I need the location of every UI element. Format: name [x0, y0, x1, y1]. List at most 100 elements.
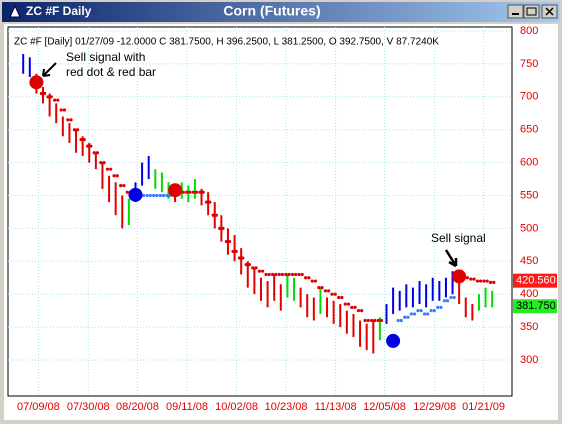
- stop-dot: [95, 151, 100, 155]
- stop-dot: [445, 299, 450, 303]
- stop-dot: [307, 276, 311, 280]
- info-line: ZC #F [Daily] 01/27/09 -12.0000 C 381.75…: [14, 37, 439, 48]
- stop-dot: [419, 309, 423, 313]
- stop-dot: [112, 174, 116, 178]
- y-tick-label: 800: [520, 25, 538, 37]
- signal-dot: [452, 269, 467, 284]
- title-bar: [2, 2, 560, 22]
- stop-dot: [472, 277, 476, 281]
- stop-dot: [327, 289, 331, 293]
- stop-dot: [373, 318, 377, 323]
- y-tick-label: 300: [520, 354, 538, 366]
- y-tick-label: 650: [520, 124, 538, 136]
- stop-dot: [409, 312, 413, 316]
- stop-dot: [452, 295, 456, 300]
- stop-dot: [72, 128, 77, 132]
- x-tick-label: 07/09/08: [17, 401, 60, 413]
- stop-dot: [346, 302, 351, 306]
- stop-dot: [363, 318, 367, 323]
- stop-dot: [290, 272, 295, 277]
- app-icon: [9, 4, 21, 18]
- stop-dot: [214, 213, 218, 217]
- minimize-button[interactable]: [507, 4, 524, 19]
- stop-dot: [257, 269, 261, 273]
- stop-dot: [317, 286, 321, 290]
- stop-dot: [247, 262, 251, 267]
- stop-dot: [297, 272, 301, 277]
- stop-dot: [370, 318, 374, 323]
- stop-dot: [406, 315, 410, 319]
- stop-dot: [152, 193, 156, 198]
- stop-dot: [436, 305, 440, 309]
- stop-dot: [86, 144, 90, 148]
- stop-dot: [161, 193, 166, 198]
- stop-dot: [46, 95, 50, 99]
- stop-dot: [439, 305, 443, 309]
- x-tick-label: 09/11/08: [166, 401, 208, 413]
- stop-dot: [59, 108, 63, 112]
- stop-dot: [56, 98, 60, 102]
- stop-dot: [66, 118, 70, 122]
- stop-dot: [277, 272, 281, 277]
- x-tick-label: 10/23/08: [265, 401, 308, 413]
- stop-dot: [482, 279, 486, 283]
- stop-dot: [204, 200, 209, 204]
- stop-dot: [310, 279, 314, 283]
- stop-dot: [287, 272, 291, 277]
- window-caption: Corn (Futures): [223, 3, 320, 19]
- stop-dot: [185, 190, 189, 194]
- stop-dot: [337, 295, 341, 300]
- stop-dot: [478, 279, 483, 283]
- stop-dot: [194, 190, 199, 194]
- signal-dot: [386, 333, 401, 348]
- stop-dot: [271, 272, 275, 277]
- stop-dot: [492, 280, 496, 284]
- y-tick-label: 750: [520, 58, 538, 70]
- y-tick-label: 500: [520, 222, 538, 234]
- stop-dot: [218, 226, 222, 230]
- stop-dot: [333, 292, 337, 296]
- stop-dot: [475, 279, 479, 283]
- stop-dot: [403, 315, 407, 319]
- stop-dot: [254, 266, 258, 270]
- window-buttons[interactable]: [507, 4, 558, 19]
- stop-dot: [89, 144, 93, 148]
- stop-dot: [340, 295, 344, 300]
- stop-dot: [39, 91, 44, 96]
- stop-dot: [294, 272, 298, 277]
- maximize-button[interactable]: [523, 4, 540, 19]
- stop-dot: [148, 193, 152, 198]
- x-tick-label: 01/21/09: [462, 401, 505, 413]
- stop-dot: [231, 249, 235, 254]
- stop-dot: [181, 190, 185, 194]
- stop-dot: [488, 280, 493, 284]
- y-tick-label: 550: [520, 189, 538, 201]
- stop-dot: [227, 239, 232, 244]
- stop-dot: [221, 226, 225, 230]
- stop-dot: [79, 137, 83, 142]
- annotation: Sell signal: [431, 231, 486, 245]
- stop-dot: [208, 200, 212, 204]
- x-tick-label: 12/05/08: [363, 401, 406, 413]
- stop-dot: [237, 256, 242, 260]
- stop-dot: [376, 318, 380, 323]
- x-tick-label: 12/29/08: [413, 401, 456, 413]
- stop-dot: [280, 272, 285, 277]
- stop-dot: [350, 305, 354, 309]
- stop-dot: [412, 312, 417, 316]
- arrow: [42, 62, 57, 77]
- price-tag: [513, 299, 557, 314]
- stop-dot: [323, 289, 328, 293]
- stop-dot: [366, 318, 370, 323]
- price-tag-label: 420.560: [516, 275, 556, 287]
- stop-dot: [353, 305, 357, 309]
- stop-dot: [241, 256, 245, 260]
- stop-dot: [142, 193, 146, 198]
- stop-dot: [320, 286, 324, 290]
- y-tick-label: 350: [520, 321, 538, 333]
- x-tick-label: 10/02/08: [215, 401, 258, 413]
- stop-dot: [211, 213, 215, 217]
- stop-dot: [105, 167, 110, 171]
